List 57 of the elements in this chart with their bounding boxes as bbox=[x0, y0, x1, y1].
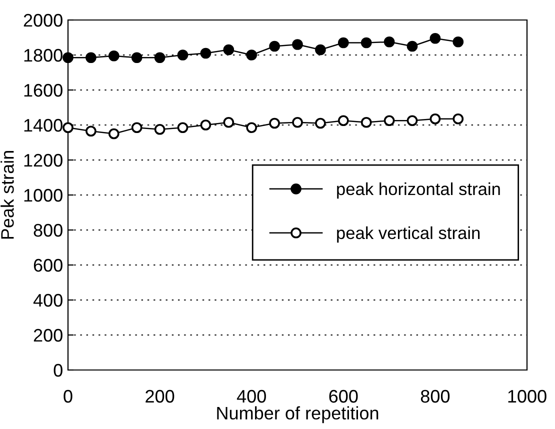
point bbox=[269, 40, 280, 52]
x-tick-label: 200 bbox=[146, 390, 174, 403]
point bbox=[269, 118, 280, 129]
point bbox=[384, 36, 395, 48]
point bbox=[131, 52, 142, 64]
legend-label: peak horizontal strain bbox=[337, 182, 500, 199]
x-tick-label: 600 bbox=[329, 390, 358, 403]
y-tick-label: 600 bbox=[34, 258, 62, 272]
point bbox=[315, 118, 326, 129]
point bbox=[223, 116, 234, 128]
point bbox=[360, 37, 372, 48]
legend-label: peak vertical strain bbox=[337, 226, 480, 243]
point bbox=[86, 52, 96, 64]
point bbox=[338, 37, 349, 48]
y-tick-label: 1800 bbox=[24, 48, 62, 62]
point bbox=[430, 113, 441, 124]
point bbox=[292, 116, 303, 128]
x-axis-title: Number of repetition bbox=[217, 406, 378, 424]
point bbox=[338, 115, 349, 126]
point bbox=[292, 39, 303, 50]
point bbox=[406, 115, 418, 126]
point bbox=[315, 44, 326, 56]
point bbox=[200, 48, 212, 59]
x-tick-label: 400 bbox=[236, 390, 266, 403]
y-tick-label: 1400 bbox=[24, 118, 62, 132]
point bbox=[246, 122, 258, 134]
y-tick-label: 0 bbox=[54, 364, 62, 377]
point bbox=[86, 126, 96, 137]
y-tick-label: 400 bbox=[33, 294, 62, 307]
x-tick-label: 1000 bbox=[508, 390, 546, 403]
point bbox=[223, 44, 234, 56]
y-tick-label: 1200 bbox=[24, 154, 62, 167]
point bbox=[154, 52, 166, 64]
point bbox=[360, 116, 372, 128]
point bbox=[154, 124, 166, 135]
y-tick-label: 800 bbox=[34, 224, 62, 237]
y-tick-label: 1600 bbox=[24, 84, 62, 97]
y-axis-title: Peak strain bbox=[0, 151, 14, 239]
point bbox=[452, 36, 464, 48]
point bbox=[384, 115, 395, 126]
point bbox=[62, 52, 74, 64]
point bbox=[177, 122, 188, 134]
point bbox=[108, 128, 120, 140]
point bbox=[131, 122, 142, 134]
y-tick-label: 1000 bbox=[24, 188, 62, 202]
point bbox=[200, 120, 212, 130]
point bbox=[406, 40, 418, 52]
point bbox=[452, 113, 464, 124]
point bbox=[177, 50, 188, 60]
point bbox=[430, 32, 441, 44]
y-tick-label: 200 bbox=[34, 328, 62, 342]
point bbox=[62, 122, 74, 134]
point bbox=[108, 50, 120, 62]
x-tick-label: 0 bbox=[64, 390, 72, 403]
x-tick-label: 800 bbox=[420, 390, 450, 403]
point bbox=[246, 50, 258, 60]
y-tick-label: 2000 bbox=[24, 14, 62, 27]
